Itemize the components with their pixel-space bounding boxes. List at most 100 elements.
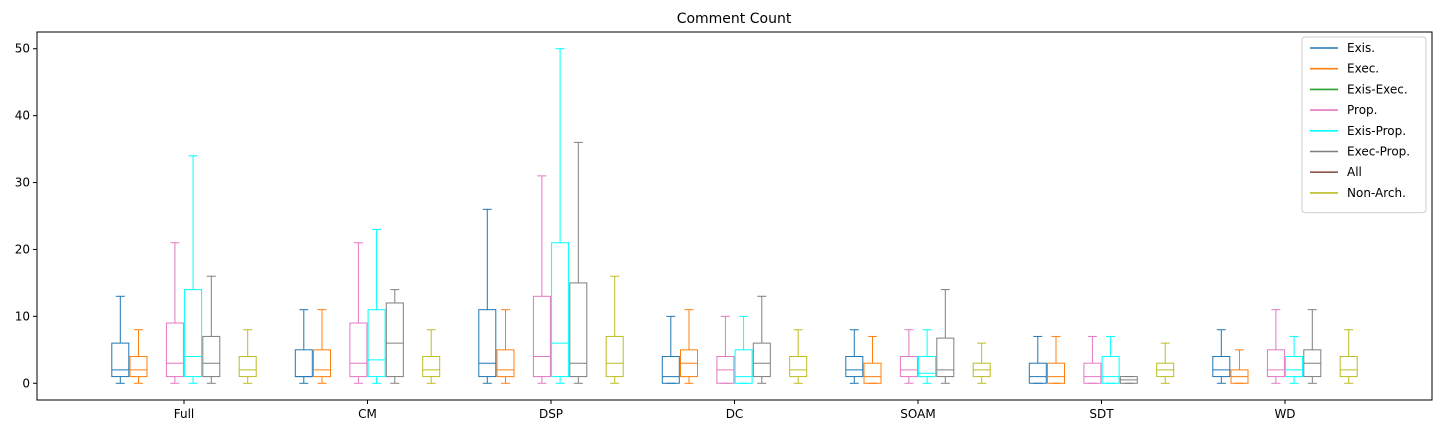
box-Non-Arch. <box>789 329 808 384</box>
box-body <box>294 349 313 378</box>
box-body <box>863 362 882 384</box>
box-Exec-Prop. <box>569 141 588 384</box>
legend-frame <box>1301 36 1427 214</box>
box-Exis-Prop. <box>1101 335 1120 384</box>
box-Non-Arch. <box>605 275 624 384</box>
box-Exis. <box>478 208 497 384</box>
box-body <box>422 356 441 378</box>
box-body <box>1028 362 1047 384</box>
box-body <box>1083 362 1102 384</box>
box-Exis-Prop. <box>551 48 570 384</box>
box-Non-Arch. <box>422 329 441 384</box>
box-Exec-Prop. <box>1119 376 1138 384</box>
box-Prop. <box>1266 309 1285 384</box>
box-body <box>752 342 771 378</box>
box-Exis. <box>661 315 680 384</box>
box-Non-Arch. <box>972 342 991 384</box>
box-body <box>1101 356 1120 384</box>
x-tick-label: SDT <box>1089 407 1114 421</box>
box-body <box>349 322 368 378</box>
box-body <box>1047 362 1065 384</box>
box-Exec. <box>680 309 698 384</box>
box-body <box>165 322 184 378</box>
box-body <box>238 356 257 378</box>
box-Exec. <box>496 309 515 384</box>
legend-label: Prop. <box>1347 103 1377 117</box>
box-Exis. <box>1212 329 1231 384</box>
box-Prop. <box>532 175 551 384</box>
x-tick-label: DSP <box>539 407 563 421</box>
x-tick-label: DC <box>726 407 744 421</box>
box-body <box>184 289 203 378</box>
box-body <box>313 349 331 378</box>
box-Exec. <box>863 335 882 384</box>
y-tick-label: 50 <box>15 42 30 56</box>
box-Non-Arch. <box>1156 342 1175 384</box>
plot-area <box>111 48 1358 384</box>
box-Exis. <box>294 309 313 384</box>
box-body <box>899 356 918 378</box>
legend-label: Exis-Exec. <box>1347 82 1408 96</box>
box-body <box>661 356 680 384</box>
y-tick-label: 10 <box>15 309 30 323</box>
legend-label: All <box>1347 165 1362 179</box>
box-Exis-Prop. <box>1285 335 1304 384</box>
chart-title: Comment Count <box>677 11 792 27</box>
box-body <box>496 349 515 378</box>
x-axis: Full CM DSP DC SOAM SDT WD <box>174 400 1296 421</box>
box-body <box>845 356 864 378</box>
x-tick-label: Full <box>174 407 195 421</box>
box-Prop. <box>899 329 918 384</box>
y-axis: 0 10 20 30 40 50 <box>15 42 37 390</box>
y-tick-label: 20 <box>15 242 30 256</box>
box-Exec-Prop. <box>1303 309 1322 384</box>
box-Exis-Prop. <box>367 228 386 384</box>
box-Exec. <box>1047 335 1065 384</box>
box-Exec. <box>313 309 331 384</box>
box-Exec-Prop. <box>385 289 404 384</box>
box-body <box>1339 356 1358 378</box>
box-body <box>569 282 588 378</box>
box-Prop. <box>1083 335 1102 384</box>
box-body <box>478 309 497 378</box>
legend-label: Exis. <box>1347 41 1375 55</box>
box-body <box>918 356 937 378</box>
box-Prop. <box>165 242 184 384</box>
box-body <box>111 342 130 378</box>
box-Non-Arch. <box>1339 329 1358 384</box>
box-body <box>532 295 551 378</box>
box-Exis-Prop. <box>184 155 203 384</box>
box-body <box>936 337 955 378</box>
box-body <box>1266 349 1285 378</box>
box-Exec. <box>129 329 148 384</box>
y-tick-label: 40 <box>15 109 30 123</box>
box-Exec. <box>1230 349 1249 384</box>
y-tick-label: 30 <box>15 176 30 190</box>
legend-label: Exec. <box>1347 62 1379 76</box>
box-body <box>1212 356 1231 378</box>
box-body <box>202 335 221 378</box>
box-Prop. <box>716 315 735 384</box>
box-Exec-Prop. <box>752 295 771 384</box>
box-Exis. <box>1028 335 1047 384</box>
box-Prop. <box>349 242 368 384</box>
box-body <box>385 302 404 378</box>
box-Non-Arch. <box>238 329 257 384</box>
legend-label: Exis-Prop. <box>1347 124 1406 138</box>
x-tick-label: CM <box>358 407 377 421</box>
axes-frame <box>36 31 1433 401</box>
box-Exis-Prop. <box>918 329 937 384</box>
box-body <box>551 242 570 378</box>
box-body <box>789 356 808 378</box>
box-body <box>734 349 753 384</box>
x-tick-label: SOAM <box>900 407 935 421</box>
legend-label: Non-Arch. <box>1347 186 1406 200</box>
x-tick-label: WD <box>1274 407 1295 421</box>
box-body <box>129 356 148 378</box>
box-Exis. <box>111 295 130 384</box>
y-tick-label: 0 <box>22 376 30 390</box>
box-Exec-Prop. <box>202 275 221 384</box>
box-body <box>367 309 386 378</box>
box-body <box>1285 356 1304 378</box>
